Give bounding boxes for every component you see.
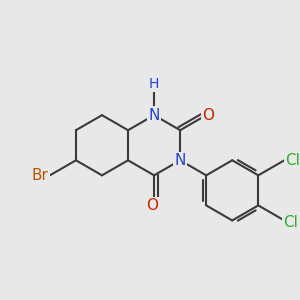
Text: N: N [175, 153, 186, 168]
Text: O: O [202, 108, 214, 123]
Text: N: N [148, 108, 160, 123]
Text: O: O [146, 198, 158, 213]
Text: Cl: Cl [285, 153, 300, 168]
Text: Br: Br [32, 168, 49, 183]
Text: H: H [149, 76, 159, 91]
Text: Cl: Cl [283, 214, 298, 230]
